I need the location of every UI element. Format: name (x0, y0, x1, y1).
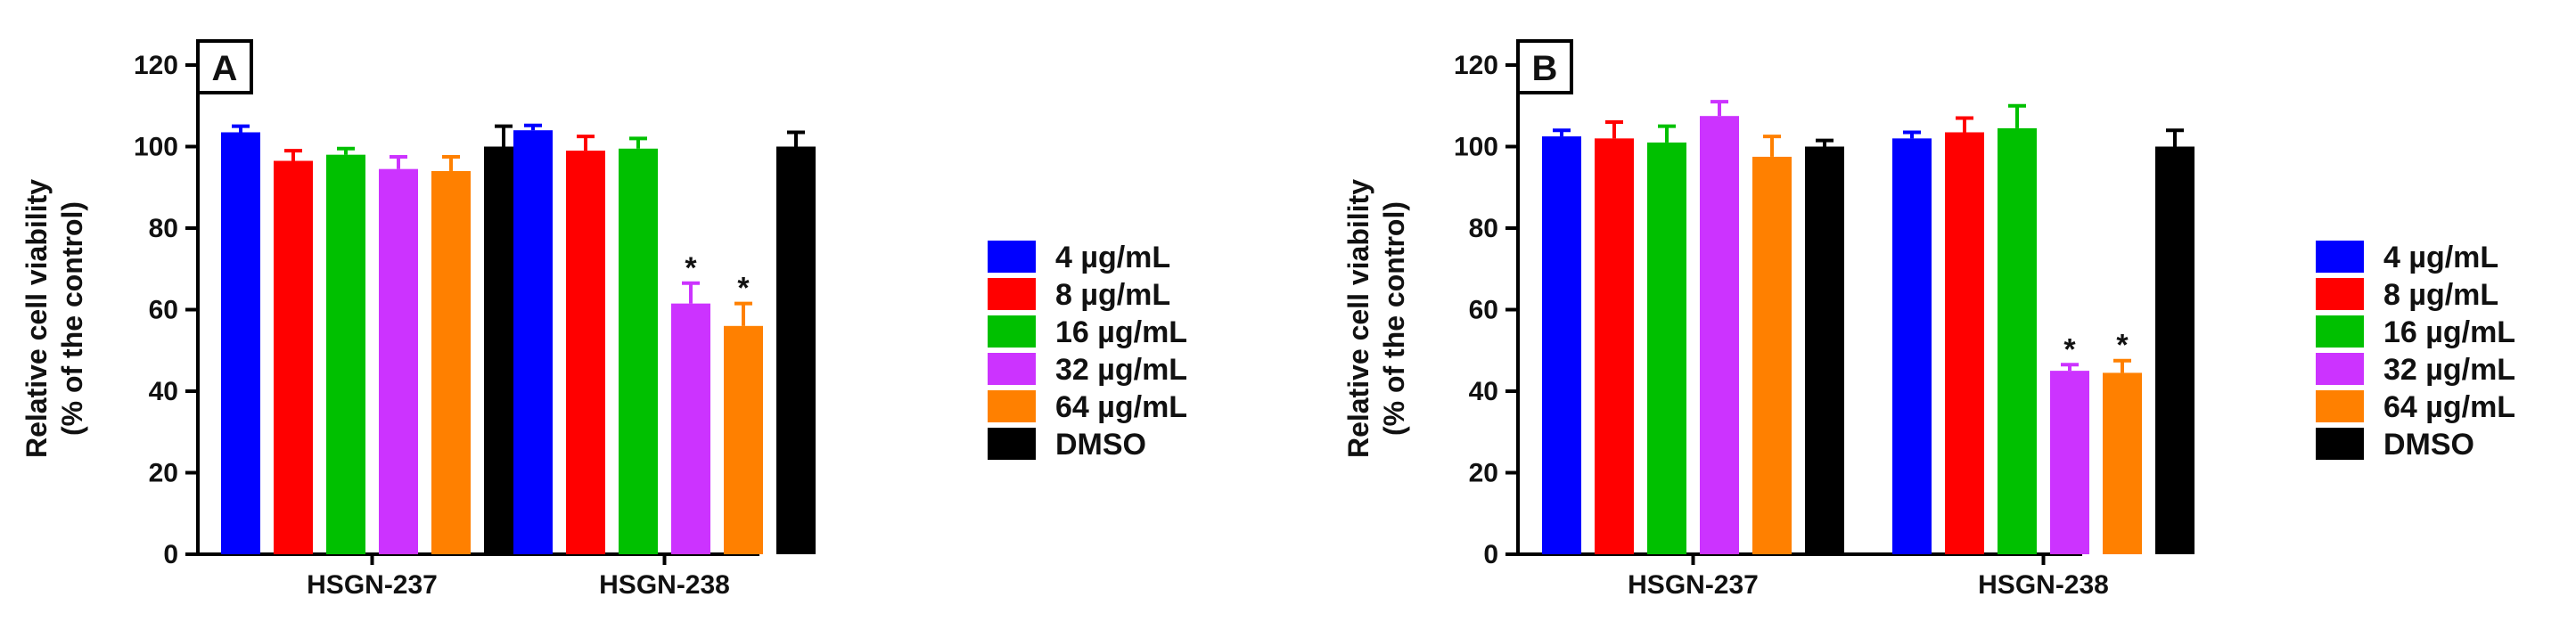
chart2-y-tick-label: 100 (1454, 133, 1498, 162)
chart1-panel-label: A (212, 49, 238, 88)
chart2-x-tick-label: HSGN-237 (1628, 570, 1759, 600)
chart2-bar (1805, 146, 1844, 554)
chart2-legend-swatch (2316, 315, 2364, 348)
chart1-x-tick-label: HSGN-238 (599, 570, 730, 600)
chart1-legend-label: 4 µg/mL (1055, 241, 1170, 274)
chart2-bar (2050, 371, 2089, 554)
chart1-legend-label: DMSO (1055, 428, 1146, 462)
chart1-y-axis-title: (% of the control) (56, 201, 88, 436)
chart2-y-tick-label: 20 (1469, 459, 1498, 488)
chart1-y-tick-label: 40 (149, 377, 178, 406)
chart2-legend-swatch (2316, 390, 2364, 422)
chart2-x-tick-label: HSGN-238 (1978, 570, 2109, 600)
chart1-y-tick-label: 120 (134, 51, 178, 80)
chart1-bar (326, 154, 365, 554)
chart1-bar (619, 148, 658, 554)
chart1-legend-swatch (988, 241, 1036, 273)
chart1-significance-marker: * (685, 251, 697, 285)
chart1-legend-swatch (988, 278, 1036, 310)
chart2-bar (2155, 146, 2195, 554)
chart1-bar (671, 303, 710, 554)
chart2-legend-label: 4 µg/mL (2383, 241, 2498, 274)
chart1-bar (274, 160, 313, 554)
chart1-legend-label: 8 µg/mL (1055, 278, 1170, 312)
chart1-significance-marker: * (737, 272, 750, 306)
chart1-y-tick-label: 0 (163, 540, 178, 569)
chart1-legend-swatch (988, 428, 1036, 460)
chart2-panel-label: B (1532, 49, 1558, 88)
chart2-bar (2103, 372, 2142, 554)
chart1-bar (221, 132, 260, 555)
chart1-y-tick-label: 80 (149, 214, 178, 243)
chart1-y-tick-label: 20 (149, 459, 178, 488)
chart2-bar (1752, 156, 1792, 554)
chart2-panel: 0 20 40 60 80 100 120 Relative cell viability (%… (1342, 39, 2515, 600)
chart2-legend-swatch (2316, 278, 2364, 310)
chart2-legend-label: 8 µg/mL (2383, 278, 2498, 312)
chart1-bar (379, 168, 418, 554)
chart2-legend-swatch (2316, 428, 2364, 460)
chart1-bar (724, 325, 763, 554)
chart2-y-axis-title: (% of the control) (1378, 201, 1410, 436)
chart2-y-axis-title: Relative cell viability (1342, 179, 1374, 458)
chart2-y-tick-label: 60 (1469, 296, 1498, 325)
chart1-y-tick-label: 60 (149, 296, 178, 325)
chart1-panel: 0 20 40 60 80 100 120 Relative cell viability (%… (21, 39, 1187, 600)
chart1-bar (776, 146, 816, 554)
chart2-legend-swatch (2316, 353, 2364, 385)
chart2-legend-label: 64 µg/mL (2383, 390, 2515, 424)
chart2-legend-label: 32 µg/mL (2383, 353, 2515, 387)
chart1-legend-label: 16 µg/mL (1055, 315, 1187, 349)
chart2-y-tick-label: 0 (1483, 540, 1498, 569)
chart1-x-tick-label: HSGN-237 (307, 570, 438, 600)
chart1-bar (431, 170, 471, 554)
chart2-legend-label: 16 µg/mL (2383, 315, 2515, 349)
chart2-bar (1647, 142, 1686, 555)
chart1-legend-swatch (988, 315, 1036, 348)
chart1-legend-label: 64 µg/mL (1055, 390, 1187, 424)
chart2-y-tick-label: 40 (1469, 377, 1498, 406)
chart1-legend-label: 32 µg/mL (1055, 353, 1187, 387)
chart2-bar (1595, 138, 1634, 554)
chart2-bar (1542, 136, 1581, 554)
chart2-panel-label-box (1516, 39, 1573, 94)
chart1-panel-label-box (196, 39, 253, 94)
chart2-legend-label: DMSO (2383, 428, 2474, 462)
chart1-legend-swatch (988, 390, 1036, 422)
chart2-y-tick-label: 80 (1469, 214, 1498, 243)
chart2-significance-marker: * (2063, 332, 2076, 366)
chart2-bar (1700, 116, 1739, 554)
chart2-bar (1998, 127, 2037, 554)
chart2-bar (1892, 138, 1932, 554)
chart2-legend-swatch (2316, 241, 2364, 273)
chart1-y-axis-title: Relative cell viability (21, 179, 53, 458)
chart1-legend-swatch (988, 353, 1036, 385)
chart1-y-tick-label: 100 (134, 133, 178, 162)
chart2-significance-marker: * (2116, 329, 2129, 363)
chart1-bar (566, 151, 605, 554)
chart2-bar (1945, 132, 1984, 555)
chart1-bar (513, 130, 553, 554)
chart2-y-tick-label: 120 (1454, 51, 1498, 80)
